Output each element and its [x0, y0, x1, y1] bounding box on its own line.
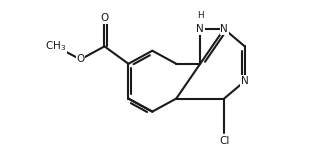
- Text: O: O: [100, 13, 108, 23]
- Text: N: N: [196, 24, 204, 34]
- Text: Cl: Cl: [219, 136, 229, 146]
- Text: O: O: [76, 54, 85, 64]
- Text: N: N: [220, 24, 228, 34]
- Text: N: N: [241, 76, 249, 86]
- Text: H: H: [197, 11, 204, 20]
- Text: CH$_3$: CH$_3$: [45, 40, 66, 53]
